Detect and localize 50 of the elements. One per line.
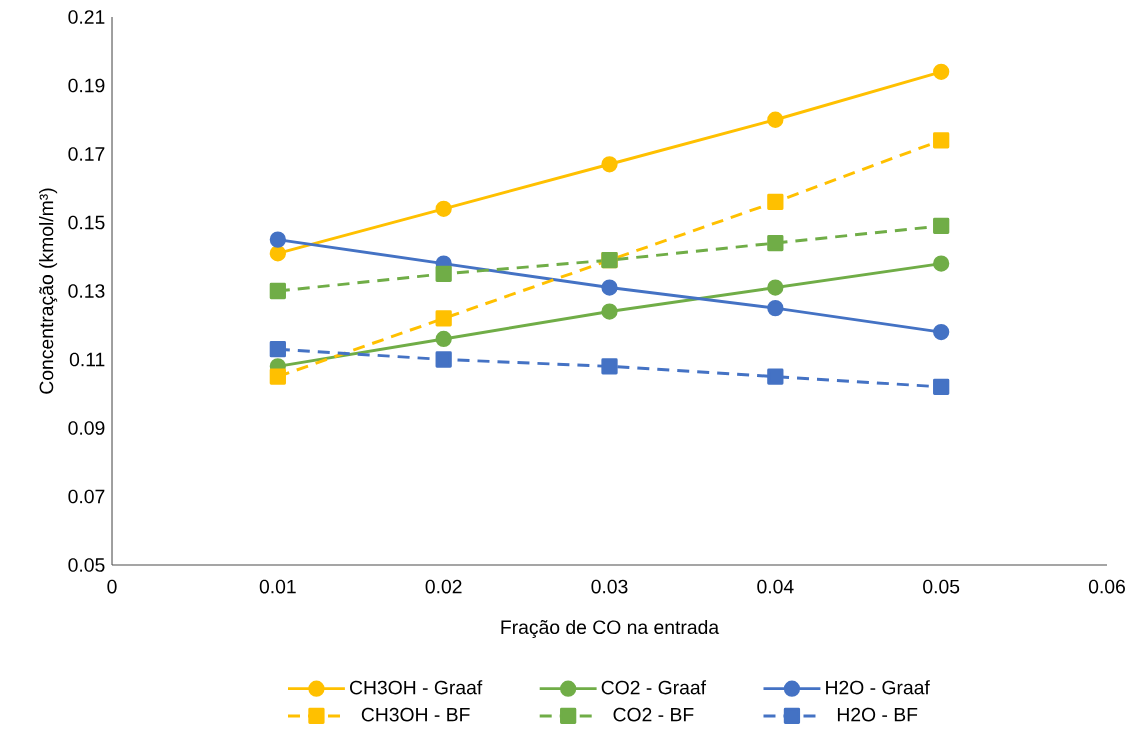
- y-tick-label: 0.09: [68, 421, 105, 435]
- point: [435, 310, 452, 327]
- point: [767, 279, 784, 296]
- y-tick-label: 0.05: [68, 558, 105, 572]
- x-tick-label: 0: [107, 579, 117, 594]
- y-tick-label: 0.17: [68, 147, 105, 161]
- point: [601, 358, 618, 375]
- point: [435, 330, 452, 348]
- legend-label: CO2 - Graaf: [601, 680, 707, 695]
- point: [933, 132, 950, 149]
- legend-label: CO2 - BF: [613, 707, 694, 722]
- x-tick-label: 0.03: [591, 579, 628, 594]
- y-tick-label: 0.21: [68, 10, 105, 24]
- point: [269, 368, 286, 385]
- point: [767, 111, 784, 128]
- legend-label: CH3OH - BF: [361, 707, 470, 722]
- point: [933, 323, 950, 341]
- legend-label: CH3OH - Graaf: [350, 680, 483, 695]
- point: [933, 255, 950, 272]
- point: [933, 63, 950, 80]
- y-tick-label: 0.19: [68, 78, 105, 93]
- point: [767, 368, 784, 385]
- x-tick-label: 0.01: [259, 579, 296, 594]
- point: [435, 265, 452, 283]
- point: [767, 234, 784, 252]
- legend-label: H2O - BF: [837, 707, 918, 722]
- x-tick-label: 0.04: [757, 579, 794, 594]
- x-axis-title: Fração de CO na entrada: [501, 619, 720, 638]
- point: [269, 282, 286, 300]
- point: [933, 217, 950, 235]
- point: [601, 279, 618, 296]
- y-tick-label: 0.13: [68, 284, 105, 298]
- y-tick-label: 0.07: [68, 489, 105, 504]
- point: [601, 303, 618, 320]
- point: [435, 200, 452, 217]
- point: [933, 378, 950, 396]
- point: [601, 156, 618, 173]
- point: [435, 351, 452, 368]
- y-tick-label: 0.11: [69, 352, 105, 367]
- x-tick-label: 0.05: [923, 579, 960, 594]
- point: [767, 299, 784, 317]
- y-tick-label: 0.15: [68, 215, 105, 230]
- point: [269, 231, 286, 248]
- legend-label: H2O - Graaf: [826, 680, 930, 695]
- y-axis-title: Concentração (kmol/m³): [39, 188, 58, 394]
- x-tick-label: 0.02: [425, 579, 462, 594]
- point: [767, 193, 784, 211]
- point: [269, 341, 286, 358]
- point: [269, 245, 286, 262]
- x-tick-label: 0.06: [1088, 579, 1125, 594]
